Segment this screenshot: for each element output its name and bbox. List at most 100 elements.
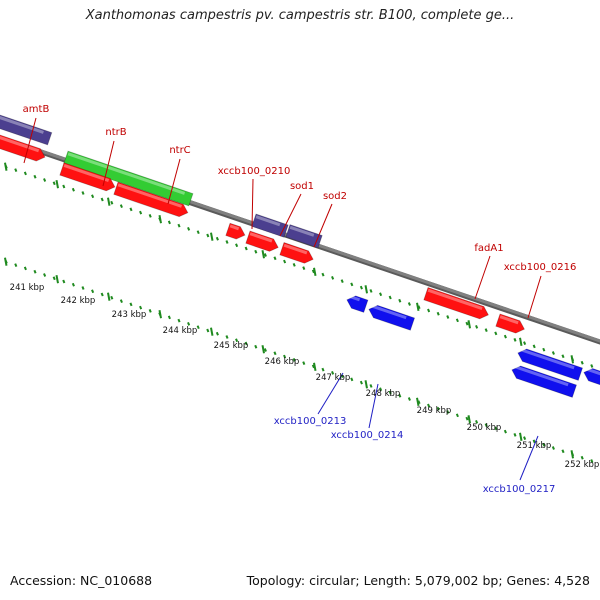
kbp-tick-label: 248 kbp bbox=[366, 389, 401, 399]
gene-label-forward[interactable]: ntrB bbox=[105, 127, 126, 138]
inner-track-dot bbox=[71, 282, 75, 287]
inner-track-major-tick bbox=[261, 345, 265, 354]
outer-track-dot bbox=[302, 266, 306, 270]
inner-track-dot bbox=[62, 279, 66, 284]
kbp-tick-label: 241 kbp bbox=[10, 283, 45, 293]
inner-track-dot bbox=[129, 302, 133, 307]
outer-track-dot bbox=[71, 187, 75, 192]
outer-track-dot bbox=[129, 207, 133, 212]
outer-track-dot bbox=[398, 298, 402, 303]
inner-track-dot bbox=[359, 380, 363, 385]
inner-track-dot bbox=[235, 338, 239, 343]
gene-0218[interactable] bbox=[582, 366, 600, 389]
inner-track-dot bbox=[119, 299, 123, 303]
inner-track-dot bbox=[551, 446, 555, 450]
gene-sod2-red[interactable] bbox=[279, 242, 315, 266]
gene-label-forward[interactable]: xccb100_0210 bbox=[218, 166, 291, 177]
gene-amtB[interactable] bbox=[0, 112, 53, 146]
inner-track-major-tick bbox=[416, 397, 420, 406]
inner-track-dot bbox=[379, 387, 383, 392]
inner-track-dot bbox=[580, 455, 584, 460]
outer-track-dot bbox=[484, 328, 488, 332]
inner-track-dot bbox=[532, 439, 536, 444]
inner-track-dot bbox=[503, 429, 507, 434]
outer-track-major-tick bbox=[519, 337, 523, 346]
gene-0217a[interactable] bbox=[516, 347, 583, 381]
leader-line bbox=[251, 178, 254, 230]
inner-track-dot bbox=[283, 354, 287, 359]
inner-track-dot bbox=[398, 393, 402, 398]
gene-0216[interactable] bbox=[495, 313, 527, 335]
inner-track-dot bbox=[263, 348, 267, 352]
inner-track-dot bbox=[302, 361, 306, 365]
gene-label-reverse[interactable]: xccb100_0217 bbox=[483, 484, 556, 495]
gene-0210[interactable] bbox=[225, 222, 247, 241]
leader-line bbox=[317, 372, 344, 415]
gene-label-reverse[interactable]: xccb100_0213 bbox=[274, 416, 347, 427]
outer-track-dot bbox=[532, 344, 536, 349]
outer-track-major-tick bbox=[261, 250, 265, 259]
inner-track-dot bbox=[561, 449, 565, 454]
leader-line bbox=[167, 158, 181, 205]
gene-sod2[interactable] bbox=[285, 224, 323, 249]
inner-track-dot bbox=[167, 315, 171, 320]
outer-track-dot bbox=[513, 338, 517, 342]
kbp-tick-label: 251 kbp bbox=[517, 441, 552, 451]
gene-0214[interactable] bbox=[367, 303, 416, 331]
gene-label-forward[interactable]: ntrC bbox=[169, 145, 190, 156]
inner-track-dot bbox=[590, 459, 594, 463]
outer-track-dot bbox=[551, 351, 555, 355]
gene-label-forward[interactable]: xccb100_0216 bbox=[504, 262, 577, 273]
gene-fadA1[interactable] bbox=[423, 287, 491, 322]
inner-track-major-tick bbox=[210, 327, 214, 336]
kbp-tick-label: 247 kbp bbox=[316, 373, 351, 383]
leader-line bbox=[527, 275, 542, 319]
gene-label-forward[interactable]: sod1 bbox=[290, 181, 314, 192]
gene-label-forward[interactable]: sod2 bbox=[323, 191, 347, 202]
gene-sod1-red[interactable] bbox=[245, 230, 280, 254]
inner-track-major-tick bbox=[107, 292, 111, 301]
gene-ntrC[interactable] bbox=[63, 150, 194, 207]
outer-tick-track bbox=[4, 162, 600, 369]
kbp-tick-label: 245 kbp bbox=[214, 341, 249, 351]
outer-track-dot bbox=[561, 354, 565, 359]
inner-track-dot bbox=[187, 322, 191, 326]
inner-track-dot bbox=[455, 413, 459, 418]
outer-track-dot bbox=[62, 184, 66, 189]
outer-track-dot bbox=[580, 360, 584, 365]
leader-line bbox=[474, 255, 491, 300]
inner-track-dot bbox=[148, 308, 152, 313]
gene-label-reverse[interactable]: xccb100_0214 bbox=[331, 430, 404, 441]
outer-track-dot bbox=[273, 256, 277, 261]
inner-track-dot bbox=[23, 266, 27, 271]
outer-track-major-tick bbox=[55, 180, 59, 189]
outer-track-dot bbox=[446, 315, 450, 319]
kbp-tick-label: 246 kbp bbox=[265, 357, 300, 367]
inner-track-dot bbox=[100, 292, 104, 297]
inner-track-major-tick bbox=[570, 450, 574, 459]
inner-track-dot bbox=[311, 364, 315, 369]
outer-track-major-tick bbox=[570, 355, 574, 364]
gene-ntrC-red[interactable] bbox=[113, 181, 190, 219]
outer-track-dot bbox=[43, 178, 47, 182]
outer-track-dot bbox=[81, 191, 85, 195]
gene-label-forward[interactable]: fadA1 bbox=[474, 243, 503, 254]
gene-0213[interactable] bbox=[345, 294, 369, 313]
outer-track-dot bbox=[494, 331, 498, 336]
gene-label-forward[interactable]: amtB bbox=[23, 104, 50, 115]
gene-ntrB[interactable] bbox=[59, 162, 117, 193]
inner-track-dot bbox=[388, 390, 392, 395]
outer-track-dot bbox=[244, 246, 248, 251]
outer-track-dot bbox=[590, 364, 594, 368]
outer-track-dot bbox=[14, 168, 18, 173]
outer-track-dot bbox=[340, 279, 344, 284]
inner-track-dot bbox=[446, 410, 450, 414]
inner-track-dot bbox=[436, 406, 440, 411]
outer-track-dot bbox=[542, 347, 546, 352]
gene-sod1[interactable] bbox=[251, 213, 289, 238]
inner-track-major-tick bbox=[313, 362, 317, 371]
inner-track-dot bbox=[494, 426, 498, 431]
gene-0217[interactable] bbox=[510, 364, 577, 398]
